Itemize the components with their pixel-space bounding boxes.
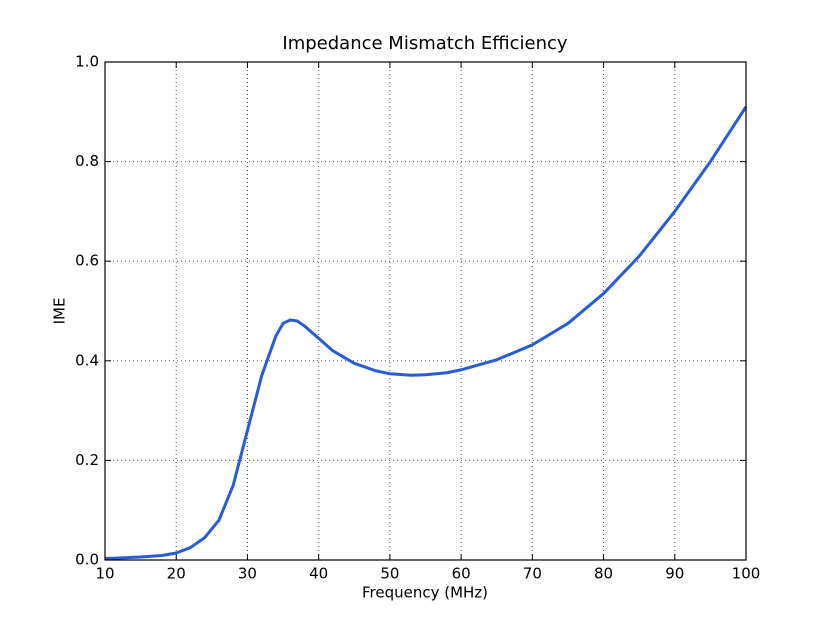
x-tick-label: 50: [380, 565, 399, 583]
x-tick-label: 40: [309, 565, 328, 583]
x-tick-label: 100: [732, 565, 761, 583]
y-tick-label: 1.0: [75, 53, 99, 71]
chart-title: Impedance Mismatch Efficiency: [282, 33, 568, 54]
y-axis-label: IME: [51, 298, 69, 325]
y-tick-label: 0.6: [75, 252, 99, 270]
x-tick-label: 60: [452, 565, 471, 583]
y-tick-label: 0.4: [75, 351, 99, 369]
data-line: [104, 106, 748, 561]
x-tick-label: 70: [523, 565, 542, 583]
y-tick-label: 0.8: [75, 152, 99, 170]
x-tick-label: 30: [238, 565, 257, 583]
plot-frame: [104, 61, 747, 561]
x-tick-label: 90: [665, 565, 684, 583]
x-axis-label: Frequency (MHz): [362, 584, 488, 602]
y-tick-label: 0.2: [75, 451, 99, 469]
y-tick-label: 0.0: [75, 551, 99, 569]
x-tick-label: 10: [95, 565, 114, 583]
x-tick-label: 80: [594, 565, 613, 583]
x-tick-label: 20: [167, 565, 186, 583]
